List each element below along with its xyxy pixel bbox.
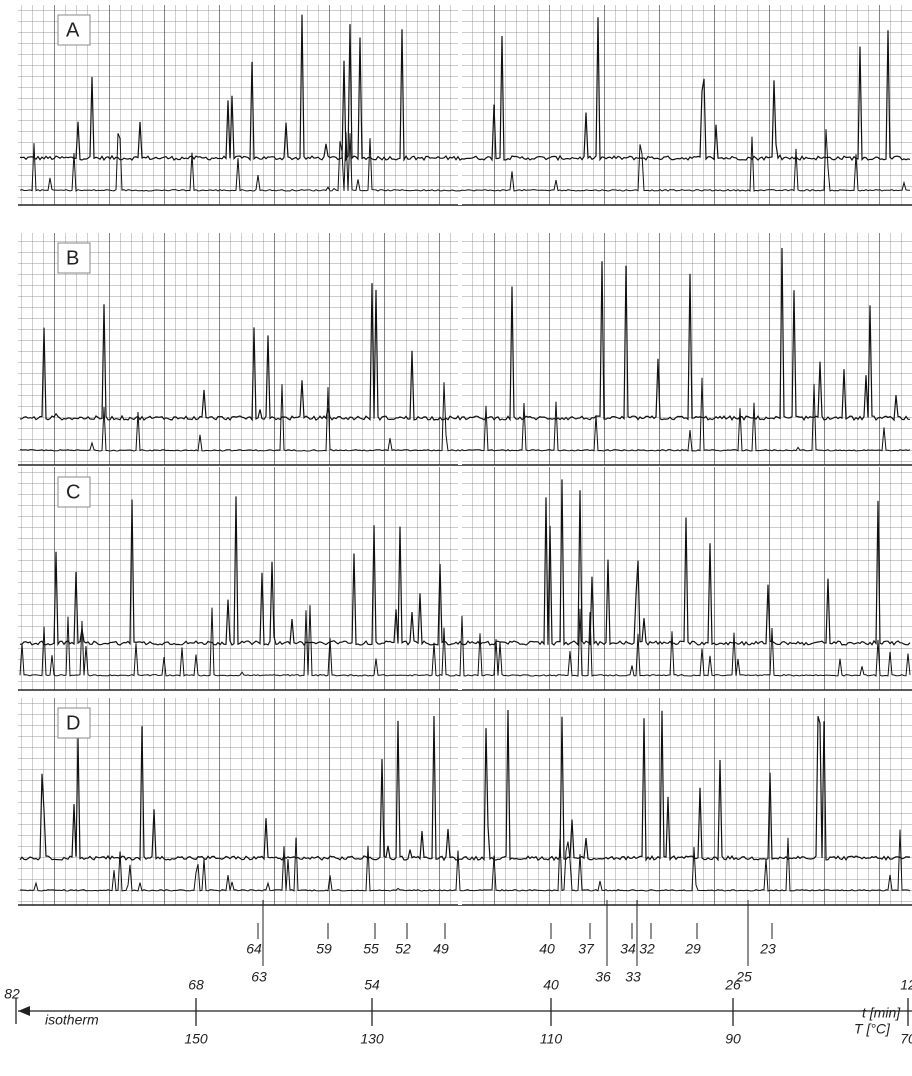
grid: [18, 5, 912, 205]
panel: B: [18, 233, 912, 466]
peak-label: 34: [620, 941, 636, 957]
trace: [19, 247, 911, 422]
t-tick-label: 82: [4, 986, 20, 1002]
peak-labels: 64 59 55 52 49 40 37 34 32 29 23 63 36 33 25: [246, 900, 776, 985]
t-tick-label: 40: [543, 977, 559, 993]
panel-letter: C: [66, 481, 80, 503]
panel-letter: A: [66, 19, 80, 41]
peak-label: 36: [595, 969, 611, 985]
peak-label: 32: [639, 941, 655, 957]
t-tick-label: 12: [900, 977, 912, 993]
T-tick-label: 150: [184, 1031, 208, 1047]
trace: [19, 479, 911, 647]
T-tick-label: 130: [360, 1031, 384, 1047]
peak-label: 55: [363, 941, 379, 957]
peak-label: 63: [251, 969, 267, 985]
peak-label: 40: [539, 941, 555, 957]
peak-label: 64: [246, 941, 262, 957]
label-box: [57, 707, 91, 739]
panels: A B C D: [18, 5, 912, 906]
trace: [19, 14, 911, 162]
peak-label: 59: [316, 941, 332, 957]
T-label: T [°C]: [854, 1021, 891, 1037]
panel: A: [18, 5, 912, 206]
panel-letter: B: [66, 247, 79, 269]
panel: D: [18, 698, 912, 906]
peak-label: 23: [759, 941, 776, 957]
t-tick-label: 68: [188, 977, 204, 993]
peak-label: 37: [578, 941, 595, 957]
isotherm-label: isotherm: [45, 1012, 99, 1028]
peak-label: 29: [684, 941, 701, 957]
trace: [19, 709, 910, 862]
T-tick-label: 110: [540, 1031, 563, 1047]
label-box: [57, 14, 91, 46]
trace: [20, 829, 911, 892]
axis-arrow: [18, 1006, 30, 1016]
T-tick-label: 90: [725, 1031, 741, 1047]
trace: [19, 377, 911, 452]
t-tick-label: 54: [364, 977, 380, 993]
peak-label: 52: [395, 941, 411, 957]
panel-letter: D: [66, 712, 80, 734]
t-tick-label: 26: [724, 977, 741, 993]
peak-label: 49: [433, 941, 449, 957]
grid: [18, 467, 912, 690]
label-box: [57, 242, 91, 274]
T-tick-label: 70: [900, 1031, 912, 1047]
panel: C: [18, 467, 912, 691]
t-label: t [min]: [862, 1005, 901, 1021]
label-box: [57, 476, 91, 508]
time-axis: isotherm t [min] T [°C] 82 68 54 40 26 12 150 1…: [4, 977, 912, 1047]
peak-label: 25: [735, 969, 752, 985]
grid: [18, 698, 912, 905]
grid: [18, 233, 912, 465]
peak-label: 33: [625, 969, 641, 985]
trace: [19, 605, 911, 677]
trace: [19, 129, 910, 192]
